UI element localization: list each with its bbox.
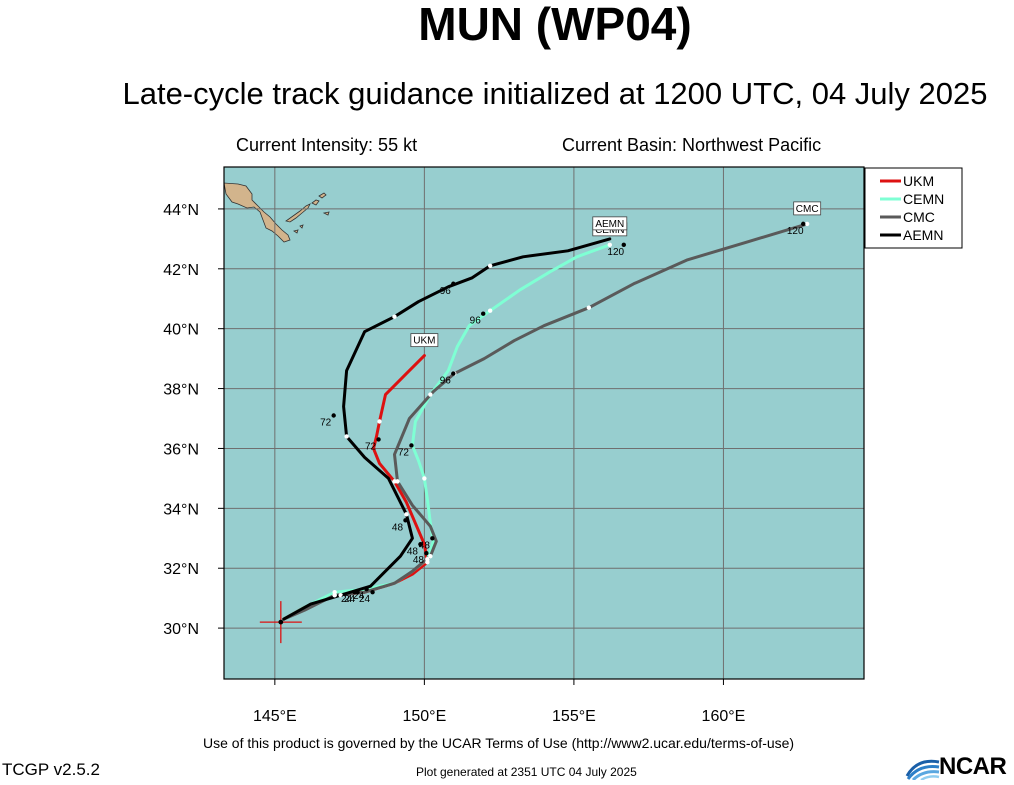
x-tick-label: 155°E: [552, 708, 596, 725]
forecast-hour-dot-ukm: [376, 437, 381, 442]
forecast-hour-label-cemn: 72: [398, 447, 410, 458]
page-subtitle: Late-cycle track guidance initialized at…: [122, 76, 988, 111]
forecast-hour-label-cmc: 48: [407, 546, 419, 557]
track-point-cmc: [428, 554, 433, 559]
forecast-hour-dot-aemn: [331, 413, 336, 418]
kuril-island: [322, 211, 330, 216]
forecast-hour-label-cmc: 96: [440, 376, 452, 387]
forecast-hour-dot-aemn: [403, 518, 408, 523]
track-aemn: [282, 237, 612, 621]
terms-of-use-text: Use of this product is governed by the U…: [203, 735, 795, 751]
forecast-hour-label-aemn: 96: [440, 286, 452, 297]
end-label-ukm: UKM: [413, 336, 435, 347]
forecast-hour-label-ukm: 48: [413, 555, 425, 566]
track-point-ukm: [377, 419, 382, 424]
y-tick-label: 44°N: [163, 202, 199, 219]
forecast-hour-label-aemn: 48: [392, 522, 404, 533]
forecast-hour-label-cemn: 24: [353, 591, 365, 602]
x-tick-label: 150°E: [402, 708, 446, 725]
forecast-hour-dot-ukm: [424, 551, 429, 556]
x-tick-label: 160°E: [702, 708, 746, 725]
legend-label-cemn: CEMN: [903, 191, 944, 207]
lat-lon-grid: [218, 167, 864, 685]
kuril-island: [318, 192, 327, 199]
ncar-logo: NCAR: [905, 752, 1014, 782]
forecast-hour-dot-aemn: [451, 281, 456, 286]
track-point-aemn: [487, 263, 493, 269]
forecast-hour-label-cmc: 24: [344, 594, 356, 605]
y-tick-label: 36°N: [163, 441, 199, 458]
kuril-island: [293, 229, 299, 234]
forecast-hour-dot-cmc: [418, 542, 423, 547]
forecast-hour-dot-cemn: [430, 536, 435, 541]
track-point-aemn: [392, 314, 397, 319]
track-point-cemn: [607, 242, 612, 248]
plot-generated-text: Plot generated at 2351 UTC 04 July 2025: [416, 765, 637, 779]
forecast-hour-label-cemn: 120: [607, 247, 624, 258]
y-tick-label: 34°N: [163, 501, 199, 518]
track-cmc: [282, 222, 809, 621]
y-tick-label: 40°N: [163, 322, 199, 339]
forecast-hour-dot-cemn: [481, 311, 486, 316]
end-label-cmc: CMC: [796, 204, 819, 215]
page-title: MUN (WP04): [418, 0, 692, 50]
track-point-cemn: [487, 308, 493, 313]
track-point-cmc: [586, 305, 592, 310]
hokkaido-coast: [223, 182, 291, 243]
track-point-cemn: [425, 557, 430, 562]
track-point-cmc: [804, 221, 810, 227]
ncar-globe-icon: [905, 759, 940, 782]
track-point-cemn: [422, 476, 427, 481]
track-point-aemn: [404, 512, 409, 517]
y-tick-label: 32°N: [163, 561, 199, 578]
forecast-hour-label-aemn: 24: [341, 594, 353, 605]
track-point-cmc: [332, 592, 337, 598]
legend-label-aemn: AEMN: [903, 227, 943, 243]
legend-label-cmc: CMC: [903, 209, 935, 225]
forecast-hour-dot-cemn: [409, 443, 414, 448]
forecast-hour-label-ukm: 24: [359, 594, 371, 605]
end-label-box-cmc: [793, 201, 822, 216]
forecast-hour-dot-cemn: [621, 242, 626, 248]
forecast-hour-label-ukm: 72: [365, 441, 377, 452]
legend-label-ukm: UKM: [903, 173, 934, 189]
forecast-hour-dot-cmc: [801, 221, 806, 227]
track-point-aemn: [344, 434, 349, 439]
current-basin: Current Basin: Northwest Pacific: [562, 135, 822, 155]
x-tick-label: 145°E: [253, 708, 297, 725]
forecast-hour-label-cemn: 96: [470, 316, 482, 327]
track-point-aemn: [338, 592, 343, 598]
forecast-hour-dot-aemn: [352, 589, 357, 595]
y-tick-label: 38°N: [163, 382, 199, 399]
ncar-logo-text: NCAR: [939, 753, 1007, 780]
y-tick-label: 30°N: [163, 621, 199, 638]
track-point-cmc: [395, 479, 400, 484]
plot-frame: [223, 166, 865, 680]
kuril-island: [311, 199, 320, 206]
track-point-cemn: [428, 392, 433, 397]
version-label: TCGP v2.5.2: [2, 760, 100, 779]
forecast-hour-dot-cmc: [451, 371, 456, 376]
forecast-hour-dot-ukm: [370, 589, 375, 595]
forecast-hour-dot-cemn: [364, 586, 369, 592]
forecast-hour-label-aemn: 72: [320, 418, 332, 429]
current-intensity: Current Intensity: 55 kt: [236, 135, 418, 155]
forecast-hour-label-cemn: 48: [419, 540, 431, 551]
current-position-dot: [278, 619, 284, 625]
end-label-aemn: AEMN: [595, 219, 624, 230]
end-label-box-ukm: [410, 333, 439, 348]
end-label-cemn: CEMN: [595, 225, 624, 236]
y-tick-label: 42°N: [163, 262, 199, 279]
kuril-island: [299, 224, 304, 229]
end-label-box-aemn: [592, 216, 628, 231]
forecast-hour-label-cmc: 120: [787, 226, 804, 237]
